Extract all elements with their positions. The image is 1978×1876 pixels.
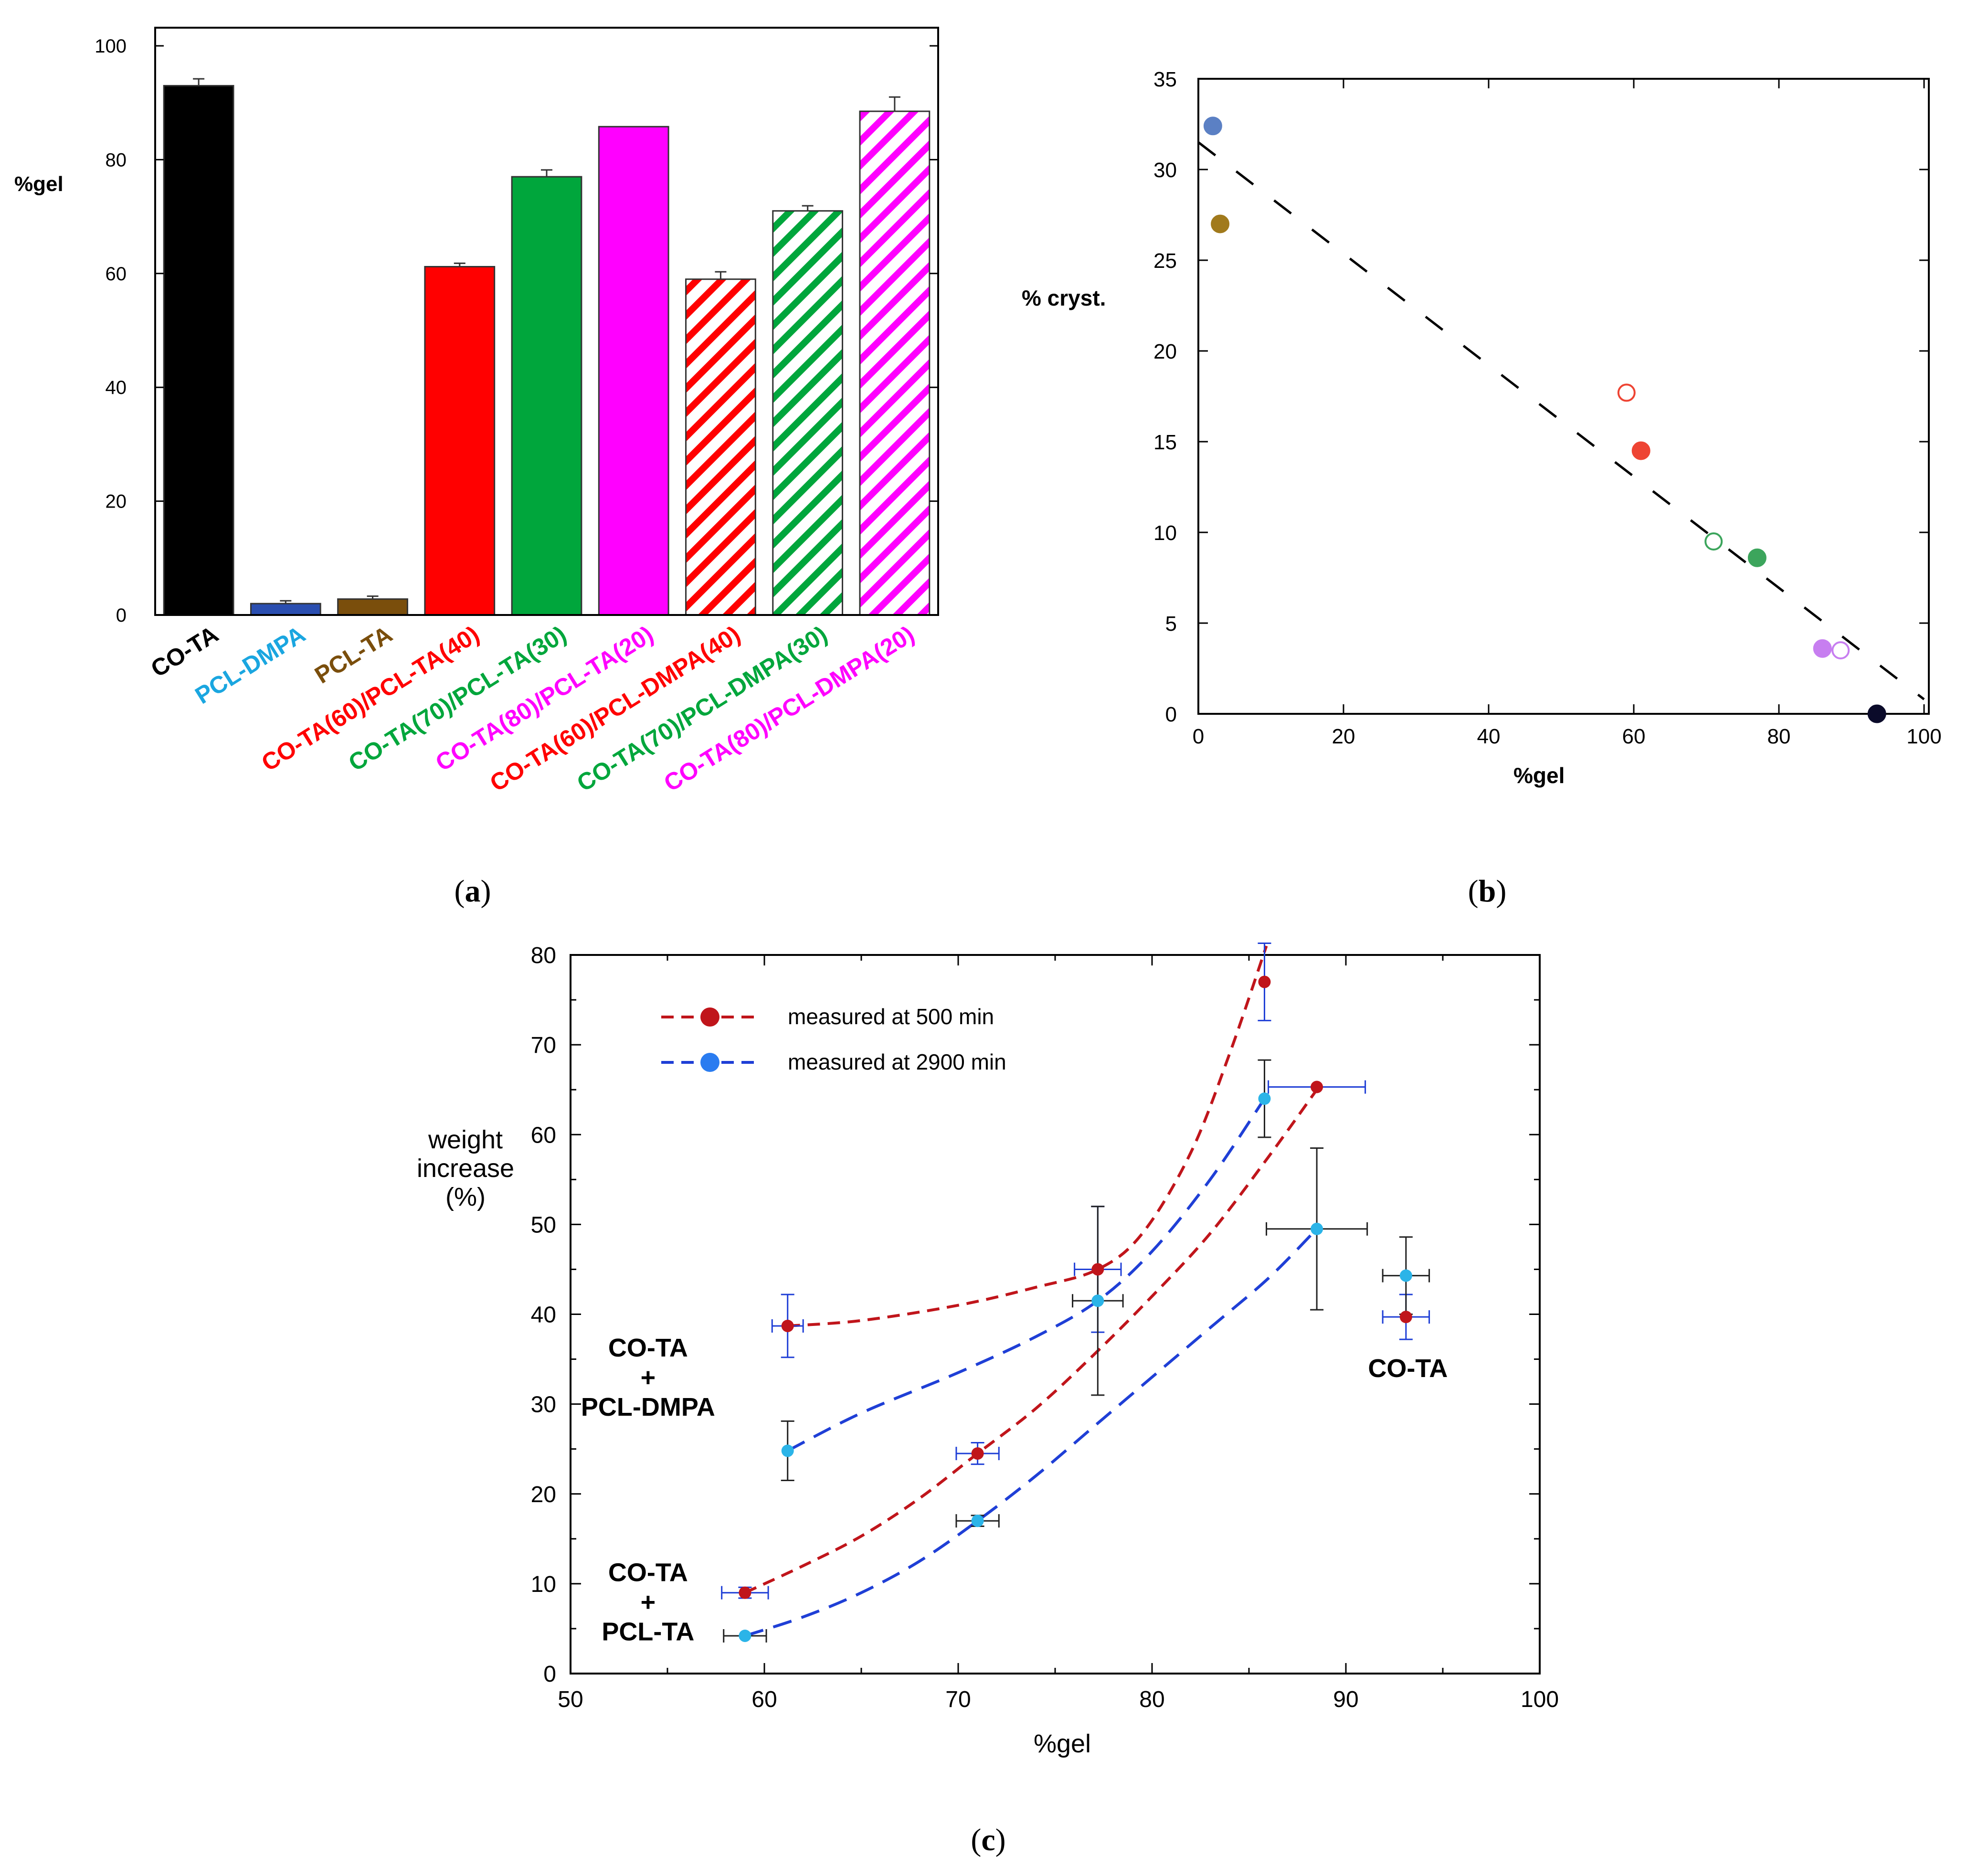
bar-3 [424, 265, 496, 616]
bar-2 [337, 598, 408, 616]
c-xtick-label-3: 80 [1139, 1687, 1164, 1712]
c-point-0-3 [739, 1586, 751, 1599]
b-point-6 [1813, 639, 1832, 658]
c-point-0-4 [971, 1447, 984, 1460]
panel-c-ylabel: weight increase (%) [417, 1125, 514, 1211]
panel-c-ylabel-line-2: increase [417, 1154, 514, 1183]
panel-a-ylabel: %gel [14, 172, 63, 196]
panel-label-c: (c) [971, 1823, 1005, 1857]
panel-b-ylabel: % cryst. [1022, 286, 1106, 310]
b-xtick-label-3: 60 [1622, 725, 1646, 748]
panel-b-xlabel: %gel [1513, 763, 1565, 788]
legend-2900-label: measured at 2900 min [788, 1049, 1006, 1074]
c-point-1-6 [1399, 1269, 1412, 1282]
a-ytick-label-2: 40 [106, 377, 127, 398]
legend-500-marker [700, 1007, 719, 1027]
panel-c-legend: measured at 500 min measured at 2900 min [661, 1004, 1006, 1074]
c-point-0-6 [1399, 1311, 1412, 1324]
legend-500-label: measured at 500 min [788, 1004, 994, 1029]
b-point-7 [1831, 641, 1850, 659]
b-point-4 [1704, 532, 1723, 551]
c-curve-0-1 [744, 1089, 1318, 1594]
b-xtick-label-0: 0 [1193, 725, 1204, 748]
b-ytick-label-3: 15 [1153, 431, 1177, 454]
c-ytick-label-8: 80 [531, 943, 556, 968]
c-curve-0-0 [787, 945, 1268, 1327]
b-point-2 [1617, 383, 1636, 402]
b-ytick-label-1: 5 [1165, 612, 1177, 636]
panel-label-a: (a) [455, 874, 491, 909]
panel-b-fit-line [1197, 141, 1925, 700]
c-ytick-label-4: 40 [531, 1303, 556, 1328]
b-ytick-label-5: 25 [1153, 249, 1177, 273]
bar-6 [685, 278, 756, 616]
c-ytick-label-2: 20 [531, 1482, 556, 1507]
b-ytick-label-0: 0 [1165, 703, 1177, 726]
c-curve-1-1 [744, 1228, 1318, 1637]
panel-label-b: (b) [1468, 874, 1507, 909]
c-xtick-label-4: 90 [1333, 1687, 1358, 1712]
c-point-1-5 [1311, 1222, 1323, 1235]
bar-5 [598, 126, 669, 616]
b-ytick-label-2: 10 [1153, 521, 1177, 545]
c-ytick-label-6: 60 [531, 1123, 556, 1148]
c-ytick-label-5: 50 [531, 1212, 556, 1238]
b-xtick-label-4: 80 [1767, 725, 1791, 748]
a-ytick-label-0: 0 [116, 605, 127, 626]
c-xtick-label-0: 50 [558, 1687, 583, 1712]
c-curve-1-0 [787, 1098, 1266, 1452]
c-point-1-1 [1091, 1294, 1104, 1307]
a-ytick-label-5: 100 [95, 36, 127, 57]
c-point-0-5 [1311, 1081, 1323, 1093]
c-point-1-4 [971, 1515, 984, 1527]
bar-1 [250, 603, 321, 616]
c-point-0-2 [1258, 975, 1271, 988]
c-xtick-label-5: 100 [1521, 1687, 1559, 1712]
bar-7 [772, 210, 844, 616]
a-ytick-label-3: 60 [106, 264, 127, 285]
panel-c-chart: 50 60 70 80 90 100 0 10 20 30 40 50 60 70 80 measured … [417, 943, 1559, 1758]
c-ytick-label-1: 10 [531, 1572, 556, 1597]
panel-c-xlabel: %gel [1034, 1729, 1091, 1758]
c-annotation-2: CO-TA [1368, 1354, 1448, 1383]
b-point-1 [1211, 214, 1230, 233]
b-xtick-label-1: 20 [1332, 725, 1355, 748]
c-point-0-0 [781, 1319, 794, 1332]
c-annotation-0: CO-TA + PCL-DMPA [581, 1334, 715, 1421]
panel-b-axes-frame [1197, 78, 1930, 715]
c-ytick-label-0: 0 [543, 1662, 556, 1687]
c-point-1-2 [1258, 1092, 1271, 1105]
c-xtick-label-2: 70 [945, 1687, 971, 1712]
b-xtick-label-2: 40 [1477, 725, 1501, 748]
bar-4 [511, 176, 582, 616]
a-ytick-label-4: 80 [106, 149, 127, 170]
panel-a-axes-frame [154, 27, 939, 616]
b-xtick-label-5: 100 [1906, 725, 1941, 748]
bar-0 [163, 85, 234, 616]
b-ytick-label-4: 20 [1153, 340, 1177, 363]
c-annotation-1: CO-TA + PCL-TA [602, 1558, 694, 1646]
panel-c-ylabel-line-3: (%) [445, 1183, 486, 1211]
bar-8 [859, 110, 931, 616]
b-point-5 [1747, 548, 1766, 567]
b-point-0 [1203, 117, 1222, 136]
legend-2900-marker [700, 1053, 719, 1072]
b-point-3 [1631, 441, 1650, 460]
c-ytick-label-3: 30 [531, 1392, 556, 1418]
c-point-1-0 [781, 1444, 794, 1457]
panel-b-chart: 0 20 40 60 80 100 0 5 10 15 20 25 30 35 % cryst. %gel [1022, 68, 1942, 788]
b-point-8 [1867, 704, 1886, 723]
c-ytick-label-7: 70 [531, 1033, 556, 1058]
c-xtick-label-1: 60 [751, 1687, 777, 1712]
c-point-1-3 [739, 1629, 751, 1642]
b-ytick-label-7: 35 [1153, 68, 1177, 91]
b-ytick-label-6: 30 [1153, 159, 1177, 182]
a-ytick-label-1: 20 [106, 491, 127, 512]
c-point-0-1 [1091, 1263, 1104, 1276]
panel-c-ylabel-line-1: weight [428, 1125, 503, 1154]
